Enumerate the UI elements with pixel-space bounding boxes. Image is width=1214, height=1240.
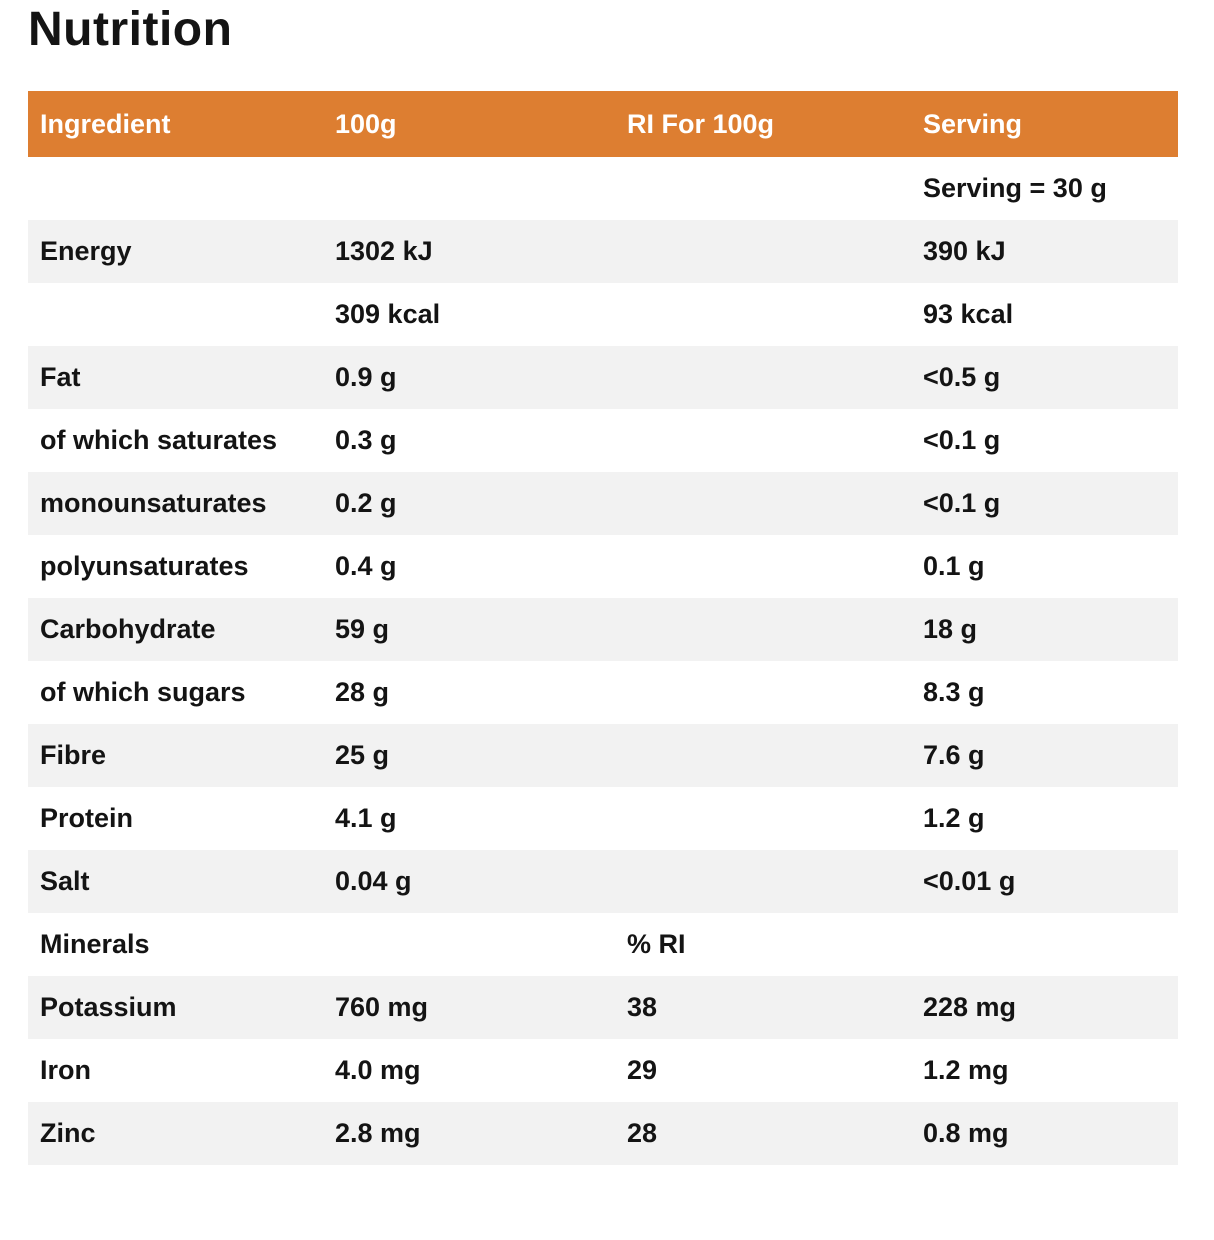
cell-serving: 7.6 g <box>923 740 985 771</box>
column-header-ingredient: Ingredient <box>40 108 171 139</box>
table-header-row: Ingredient 100g RI For 100g Serving <box>28 91 1178 158</box>
cell-ingredient: Protein <box>40 803 134 834</box>
cell-per-100g: 0.4 g <box>335 551 397 582</box>
table-row: Carbohydrate 59 g 18 g <box>28 598 1178 662</box>
cell-per-100g: 2.8 mg <box>335 1118 421 1149</box>
cell-per-100g: 0.2 g <box>335 488 397 519</box>
cell-per-100g: 59 g <box>335 614 390 645</box>
table-row: Serving = 30 g <box>28 157 1178 220</box>
cell-serving: Serving = 30 g <box>923 173 1107 204</box>
cell-ingredient: Iron <box>40 1055 91 1086</box>
table-row: of which saturates 0.3 g <0.1 g <box>28 409 1178 472</box>
cell-per-100g: 25 g <box>335 740 390 771</box>
table-row: Minerals % RI <box>28 913 1178 976</box>
cell-ingredient: of which sugars <box>40 677 246 708</box>
cell-serving: 0.8 mg <box>923 1118 1009 1149</box>
cell-serving: 228 mg <box>923 992 1017 1023</box>
table-row: of which sugars 28 g 8.3 g <box>28 661 1178 724</box>
cell-ri-for-100g: 38 <box>627 992 658 1023</box>
cell-ingredient: Fat <box>40 362 81 393</box>
table-row: Zinc 2.8 mg 28 0.8 mg <box>28 1102 1178 1166</box>
table-row: Iron 4.0 mg 29 1.2 mg <box>28 1039 1178 1102</box>
table-row: Fibre 25 g 7.6 g <box>28 724 1178 788</box>
cell-ingredient: Minerals <box>40 929 150 960</box>
cell-ingredient: Fibre <box>40 740 107 771</box>
table-row: Potassium 760 mg 38 228 mg <box>28 976 1178 1040</box>
nutrition-table: Ingredient 100g RI For 100g Serving Serv… <box>28 91 1178 1166</box>
cell-ingredient: Potassium <box>40 992 177 1023</box>
column-header-100g: 100g <box>335 108 397 139</box>
cell-per-100g: 28 g <box>335 677 390 708</box>
cell-ingredient: monounsaturates <box>40 488 267 519</box>
cell-ri-for-100g: % RI <box>627 929 686 960</box>
cell-serving: 18 g <box>923 614 978 645</box>
cell-serving: <0.01 g <box>923 866 1016 897</box>
cell-ingredient: Energy <box>40 236 132 267</box>
cell-serving: 0.1 g <box>923 551 985 582</box>
table-row: polyunsaturates 0.4 g 0.1 g <box>28 535 1178 598</box>
cell-ingredient: Carbohydrate <box>40 614 216 645</box>
cell-serving: <0.1 g <box>923 488 1001 519</box>
cell-per-100g: 4.0 mg <box>335 1055 421 1086</box>
table-row: 309 kcal 93 kcal <box>28 283 1178 346</box>
cell-per-100g: 0.3 g <box>335 425 397 456</box>
table-row: Salt 0.04 g <0.01 g <box>28 850 1178 914</box>
cell-per-100g: 0.9 g <box>335 362 397 393</box>
table-body: Serving = 30 g Energy 1302 kJ 390 kJ 309 kca… <box>28 157 1178 1166</box>
table-row: monounsaturates 0.2 g <0.1 g <box>28 472 1178 536</box>
cell-ri-for-100g: 28 <box>627 1118 658 1149</box>
cell-ingredient: of which saturates <box>40 425 278 456</box>
cell-per-100g: 4.1 g <box>335 803 397 834</box>
table-row: Fat 0.9 g <0.5 g <box>28 346 1178 410</box>
cell-serving: 1.2 g <box>923 803 985 834</box>
cell-per-100g: 0.04 g <box>335 866 412 897</box>
cell-serving: 93 kcal <box>923 299 1014 330</box>
cell-ingredient: polyunsaturates <box>40 551 249 582</box>
cell-ingredient: Salt <box>40 866 90 897</box>
cell-per-100g: 760 mg <box>335 992 429 1023</box>
cell-ri-for-100g: 29 <box>627 1055 658 1086</box>
column-header-serving: Serving <box>923 108 1023 139</box>
cell-serving: 1.2 mg <box>923 1055 1009 1086</box>
cell-serving: 390 kJ <box>923 236 1006 267</box>
cell-serving: <0.1 g <box>923 425 1001 456</box>
page-title: Nutrition <box>28 3 233 56</box>
table-row: Energy 1302 kJ 390 kJ <box>28 220 1178 284</box>
cell-per-100g: 309 kcal <box>335 299 441 330</box>
cell-serving: <0.5 g <box>923 362 1001 393</box>
table-row: Protein 4.1 g 1.2 g <box>28 787 1178 850</box>
column-header-ri-for-100g: RI For 100g <box>627 108 775 139</box>
nutrition-page: Nutrition Ingredient 100g RI For 100g Se… <box>28 3 1178 1166</box>
cell-serving: 8.3 g <box>923 677 985 708</box>
cell-per-100g: 1302 kJ <box>335 236 433 267</box>
cell-ingredient: Zinc <box>40 1118 96 1149</box>
